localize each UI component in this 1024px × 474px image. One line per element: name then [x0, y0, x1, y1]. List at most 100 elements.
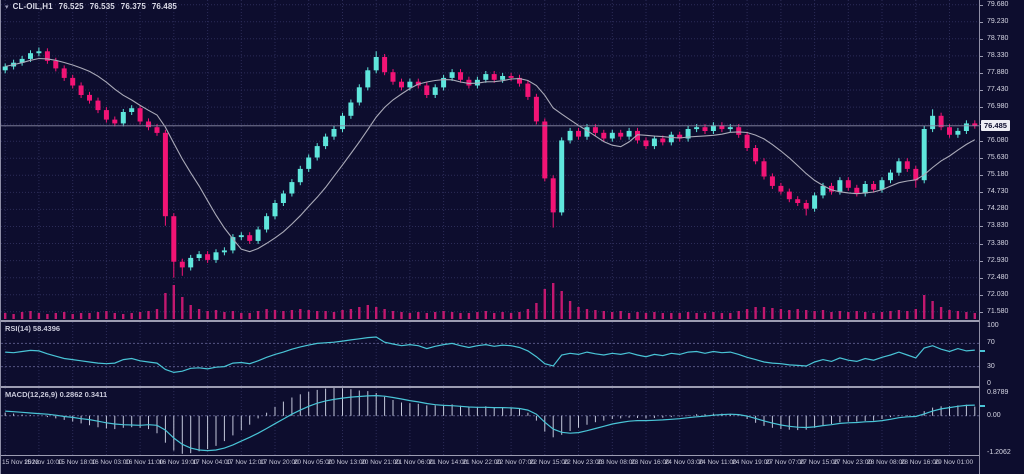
bar-low-value: 76.375	[120, 2, 146, 11]
pane-separator[interactable]	[1, 386, 1024, 388]
price-axis-tick	[980, 175, 983, 177]
price-axis-label: 71.580	[987, 307, 1009, 315]
price-axis-tick	[980, 226, 983, 228]
time-axis-label: 23 Nov 08:00	[597, 459, 636, 466]
price-axis-tick	[980, 192, 983, 194]
time-axis-label: 16 Nov 19:00	[158, 459, 198, 466]
time-axis-label: 21 Nov 14:00	[428, 459, 468, 466]
price-axis-label: 75.180	[987, 171, 1009, 179]
price-axis-tick	[980, 158, 983, 160]
macd-chart-canvas[interactable]	[1, 388, 979, 455]
time-axis-label: 22 Nov 07:00	[496, 459, 535, 466]
time-axis[interactable]: 15 Nov 2023 15 Nov 10:00 15 Nov 18:00 16 No…	[1, 456, 1024, 474]
pane-separator	[1, 455, 1024, 456]
macd-axis-label: 0.00	[987, 411, 1001, 419]
price-axis[interactable]: 76.485 79.680 79.230 78.780 78.330 77.880 77.…	[979, 0, 1024, 474]
time-axis-label: 15 Nov 18:00	[57, 459, 97, 466]
time-axis-label: 23 Nov 16:00	[630, 459, 670, 466]
price-axis-label: 76.980	[987, 103, 1009, 111]
time-axis-label: 27 Nov 07:00	[765, 459, 805, 466]
macd-axis-label: 0.8789	[987, 389, 1009, 396]
price-axis-tick	[980, 294, 983, 296]
price-axis-label: 73.830	[987, 222, 1009, 230]
rsi-axis-label: 0	[987, 380, 991, 387]
price-axis-tick	[980, 90, 983, 91]
time-axis-label: 24 Nov 11:00	[698, 459, 737, 466]
rsi-chart-canvas[interactable]	[1, 322, 979, 386]
macd-label: MACD(12,26,9) 0.2862 0.3411	[5, 390, 108, 399]
grid	[4, 388, 950, 455]
time-axis-label: 21 Nov 06:00	[394, 459, 434, 466]
rsi-indicator-pane: RSI(14) 58.4396	[1, 322, 979, 386]
price-axis-label: 77.880	[987, 68, 1009, 76]
time-axis-label: 20 Nov 13:00	[327, 459, 367, 466]
pane-separator[interactable]	[1, 320, 1024, 322]
price-axis-label: 72.480	[987, 273, 1009, 281]
time-axis-label: 16 Nov 11:00	[125, 459, 164, 466]
macd-current-tick	[980, 405, 985, 408]
time-axis-label: 24 Nov 19:00	[732, 459, 771, 466]
price-axis-tick	[980, 209, 983, 211]
price-axis-label: 76.080	[987, 137, 1009, 145]
rsi-label: RSI(14) 58.4396	[5, 324, 61, 333]
price-axis-label: 79.680	[987, 0, 1009, 8]
price-axis-tick	[980, 141, 983, 143]
time-axis-label: 17 Nov 12:00	[226, 459, 265, 466]
macd-histogram	[4, 388, 976, 454]
price-axis-tick	[980, 311, 983, 313]
time-axis-label: 27 Nov 23:00	[833, 459, 872, 466]
time-axis-label: 27 Nov 15:00	[799, 459, 839, 466]
price-axis-tick	[980, 21, 983, 23]
chart-shift-icon[interactable]: ▾	[5, 3, 9, 11]
price-axis-tick	[980, 72, 983, 74]
price-axis-tick	[980, 55, 983, 57]
price-axis-tick	[980, 107, 983, 109]
time-axis-label: 29 Nov 01:00	[934, 459, 974, 466]
bar-open-value: 76.525	[58, 2, 84, 11]
price-chart-canvas[interactable]	[1, 0, 979, 320]
price-axis-label: 74.730	[987, 188, 1009, 196]
time-axis-label: 21 Nov 22:00	[462, 459, 502, 466]
volume-bars	[4, 283, 976, 319]
bar-close-value: 76.485	[151, 2, 177, 11]
price-axis-label: 72.030	[987, 290, 1009, 298]
price-axis-label: 73.380	[987, 239, 1009, 247]
bar-high-value: 76.535	[89, 2, 115, 11]
price-axis-label: 77.430	[987, 86, 1009, 93]
rsi-axis-label: 100	[987, 322, 999, 329]
price-axis-label: 78.780	[987, 34, 1009, 42]
candles	[2, 47, 978, 278]
time-axis-label: 15 Nov 10:00	[23, 459, 63, 466]
price-axis-label: 72.930	[987, 256, 1009, 264]
time-axis-label: 28 Nov 16:00	[900, 459, 940, 466]
moving-average-line	[5, 57, 976, 253]
time-axis-label: 15 Nov 2023	[2, 459, 39, 466]
time-axis-label: 24 Nov 03:00	[664, 459, 704, 466]
macd-signal-line	[5, 394, 975, 452]
grid	[4, 322, 950, 386]
main-price-pane: ▾ CL-OIL,H1 76.525 76.535 76.375 76.485	[1, 0, 979, 320]
chart-title: ▾ CL-OIL,H1 76.525 76.535 76.375 76.485	[5, 2, 177, 11]
price-axis-label: 75.630	[987, 154, 1009, 162]
price-axis-tick	[980, 4, 983, 6]
rsi-axis-label: 70	[987, 339, 995, 347]
rsi-current-tick	[980, 350, 985, 353]
time-axis-label: 20 Nov 05:00	[293, 459, 333, 466]
price-axis-label: 79.230	[987, 17, 1009, 25]
price-axis-label: 74.280	[987, 205, 1009, 213]
time-axis-label: 22 Nov 23:00	[563, 459, 603, 466]
current-price-box: 76.485	[981, 120, 1010, 132]
time-axis-label: 28 Nov 08:00	[867, 459, 906, 466]
price-axis-tick	[980, 38, 983, 40]
time-axis-label: 17 Nov 20:00	[260, 459, 299, 466]
grid	[1, 0, 979, 320]
symbol-period-label: CL-OIL,H1	[12, 2, 53, 11]
rsi-line	[5, 336, 975, 374]
price-axis-tick	[980, 243, 983, 245]
macd-indicator-pane: MACD(12,26,9) 0.2862 0.3411	[1, 388, 979, 455]
time-axis-label: 20 Nov 21:00	[361, 459, 400, 466]
price-axis-tick	[980, 260, 983, 262]
price-axis-label: 78.330	[987, 51, 1009, 59]
time-axis-label: 22 Nov 15:00	[529, 459, 569, 466]
